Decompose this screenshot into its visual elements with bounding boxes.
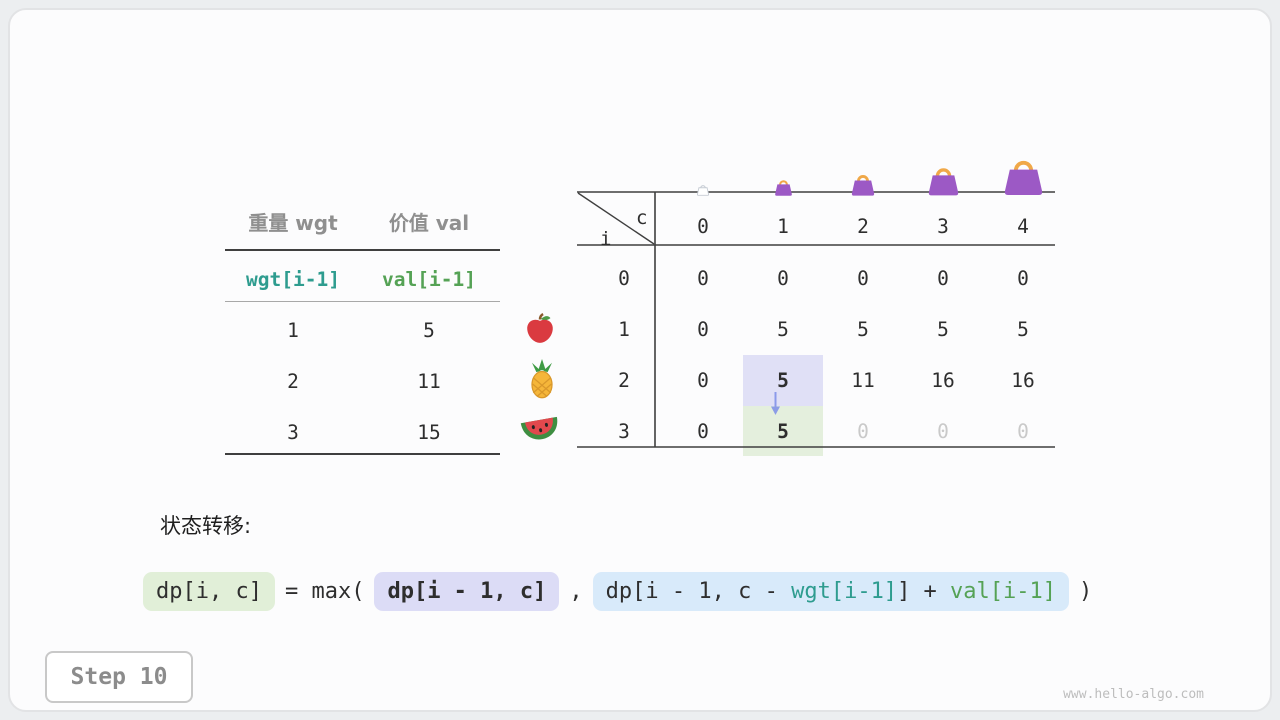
watermark: www.hello-algo.com	[1063, 687, 1204, 702]
dp-col-header-2: 2	[857, 215, 869, 238]
dp-cell-r1c1: 5	[777, 318, 789, 341]
dp-cell-r3c3: 0	[937, 419, 949, 443]
dp-cell-r0c2: 0	[857, 267, 869, 290]
formula-equals-max: = max(	[284, 578, 365, 604]
weights-var-rule	[225, 301, 500, 302]
dp-cell-r1c0: 0	[697, 318, 709, 341]
formula-arg2-prefix: dp[i - 1, c -	[605, 578, 792, 604]
weights-header-val: 价值 val	[388, 210, 470, 235]
weights-var-val: val[i-1]	[382, 267, 476, 291]
dp-corner-row-var: i	[600, 228, 612, 250]
dp-cell-r2c1: 5	[777, 369, 789, 392]
dp-col-header-0: 0	[697, 215, 709, 238]
weights-row-2-wgt: 3	[287, 420, 299, 444]
dp-cell-r1c4: 5	[1017, 318, 1029, 341]
weights-row-1-val: 11	[417, 369, 441, 393]
bag-capacity-0-icon	[696, 183, 710, 196]
watermelon-icon	[520, 413, 560, 447]
figure-card: 重量 wgt 价值 val wgt[i-1] val[i-1] 1 5 2 11…	[8, 8, 1272, 712]
dp-cell-r3c2: 0	[857, 419, 869, 443]
weights-row-1-wgt: 2	[287, 369, 299, 393]
dp-col-header-4: 4	[1017, 215, 1029, 238]
dp-cell-r0c0: 0	[697, 267, 709, 290]
bag-capacity-4-icon	[1000, 154, 1047, 197]
step-badge: Step 10	[45, 651, 193, 703]
bag-capacity-2-icon	[849, 171, 877, 197]
dp-cell-r0c1: 0	[777, 267, 789, 290]
dp-highlight-source-cell	[743, 355, 823, 406]
formula-arg2-chip: dp[i - 1, c - wgt[i-1]] + val[i-1]	[592, 571, 1070, 611]
dp-cell-r0c3: 0	[937, 267, 949, 290]
formula-arg2-mid: ] +	[897, 578, 951, 604]
weights-row-0-val: 5	[423, 318, 435, 342]
dp-corner-col-var: c	[636, 207, 648, 229]
dp-row-header-0: 0	[618, 267, 630, 290]
dp-col-header-3: 3	[937, 215, 949, 238]
state-transition-label: 状态转移:	[160, 514, 252, 538]
dp-cell-r3c0: 0	[697, 419, 709, 443]
formula-close-paren: )	[1079, 578, 1093, 604]
weights-var-wgt: wgt[i-1]	[246, 267, 340, 291]
formula-lhs-chip: dp[i, c]	[143, 571, 275, 611]
formula-comma: ,	[569, 578, 583, 604]
dp-cell-r3c4: 0	[1017, 419, 1029, 443]
dp-cell-r1c2: 5	[857, 318, 869, 341]
dp-cell-r3c1: 5	[777, 419, 789, 443]
dp-row-header-3: 3	[618, 419, 630, 443]
dp-cell-r2c3: 16	[931, 369, 955, 392]
state-transition-formula: dp[i, c] = max( dp[i - 1, c] , dp[i - 1,…	[143, 566, 1092, 616]
formula-arg2-wgt: wgt[i-1]	[791, 578, 898, 604]
dp-col-header-1: 1	[777, 215, 789, 238]
dp-cell-r1c3: 5	[937, 318, 949, 341]
weights-bottom-rule	[225, 453, 500, 455]
dp-row-header-1: 1	[618, 318, 630, 341]
dp-cell-r2c0: 0	[697, 369, 709, 392]
weights-header-rule	[225, 249, 500, 251]
dp-cell-r0c4: 0	[1017, 267, 1029, 290]
apple-icon	[523, 311, 557, 345]
bag-capacity-1-icon	[773, 177, 794, 197]
pineapple-icon	[527, 358, 557, 400]
weights-header-wgt: 重量 wgt	[248, 210, 338, 235]
bag-capacity-3-icon	[925, 163, 962, 197]
dp-cell-r2c2: 11	[851, 369, 875, 392]
dp-cell-r2c4: 16	[1011, 369, 1035, 392]
dp-row-header-2: 2	[618, 369, 630, 392]
formula-arg2-val: val[i-1]	[950, 578, 1057, 604]
weights-row-0-wgt: 1	[287, 318, 299, 342]
weights-row-2-val: 15	[417, 420, 441, 444]
formula-arg1-chip: dp[i - 1, c]	[374, 571, 560, 611]
